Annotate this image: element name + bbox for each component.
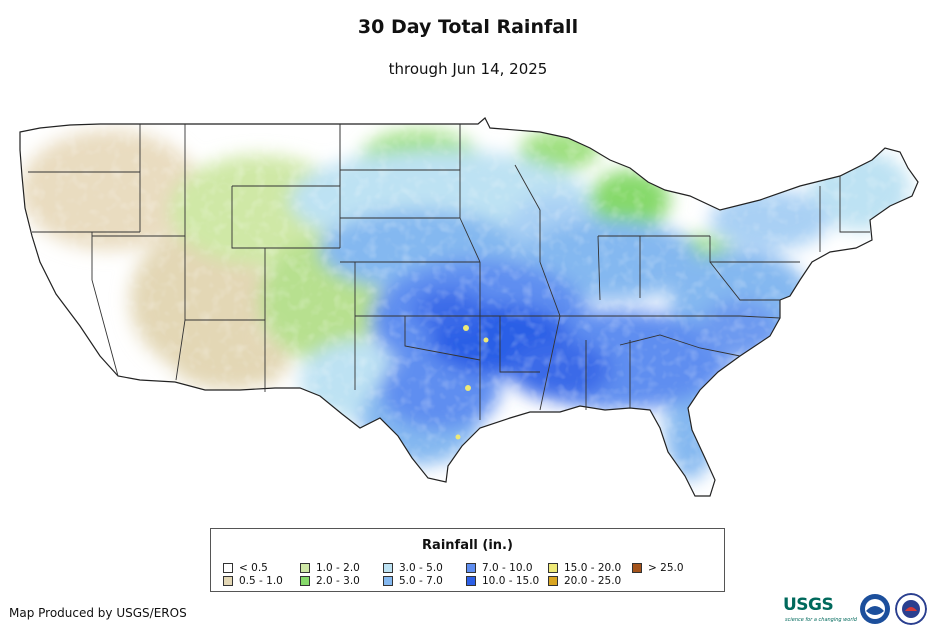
legend-item: < 0.5 [223, 562, 268, 574]
map-credit: Map Produced by USGS/EROS [9, 606, 187, 620]
legend-item: 2.0 - 3.0 [300, 575, 360, 587]
legend-swatch [300, 563, 310, 573]
legend-swatch [300, 576, 310, 586]
legend-swatch [548, 576, 558, 586]
map-subtitle: through Jun 14, 2025 [388, 60, 548, 78]
legend-label: 1.0 - 2.0 [316, 562, 360, 574]
legend-label: 7.0 - 10.0 [482, 562, 533, 574]
legend-swatch [223, 563, 233, 573]
usgs-logo: USGS [783, 595, 834, 615]
legend-swatch [466, 563, 476, 573]
state-boundaries [28, 124, 870, 420]
map-title: 30 Day Total Rainfall [357, 16, 579, 38]
legend-item: 15.0 - 20.0 [548, 562, 621, 574]
legend-item: 20.0 - 25.0 [548, 575, 621, 587]
legend-swatch [632, 563, 642, 573]
legend-item: 7.0 - 10.0 [466, 562, 533, 574]
legend-label: 15.0 - 20.0 [564, 562, 622, 574]
legend-label: > 25.0 [648, 562, 684, 574]
legend-item: 0.5 - 1.0 [223, 575, 283, 587]
legend-swatch [383, 576, 393, 586]
noaa-seal-icon [860, 594, 890, 624]
legend: Rainfall (in.) < 0.5 0.5 - 1.0 1.0 - 2.0… [210, 528, 725, 592]
us-rainfall-map [19, 117, 919, 497]
legend-label: 2.0 - 3.0 [316, 575, 360, 587]
legend-label: 20.0 - 25.0 [564, 575, 622, 587]
legend-swatch [466, 576, 476, 586]
legend-item: 1.0 - 2.0 [300, 562, 360, 574]
legend-item: 5.0 - 7.0 [383, 575, 443, 587]
legend-item: 10.0 - 15.0 [466, 575, 539, 587]
legend-title: Rainfall (in.) [422, 538, 513, 553]
legend-swatch [223, 576, 233, 586]
legend-item: > 25.0 [632, 562, 684, 574]
legend-label: 5.0 - 7.0 [399, 575, 443, 587]
legend-swatch [548, 563, 558, 573]
legend-swatch [383, 563, 393, 573]
nws-seal-icon [895, 593, 927, 625]
agency-logos: USGS science for a changing world [783, 593, 929, 629]
usgs-tagline: science for a changing world [785, 617, 857, 623]
legend-label: 10.0 - 15.0 [482, 575, 540, 587]
legend-label: 0.5 - 1.0 [239, 575, 283, 587]
legend-label: < 0.5 [239, 562, 268, 574]
legend-item: 3.0 - 5.0 [383, 562, 443, 574]
legend-label: 3.0 - 5.0 [399, 562, 443, 574]
